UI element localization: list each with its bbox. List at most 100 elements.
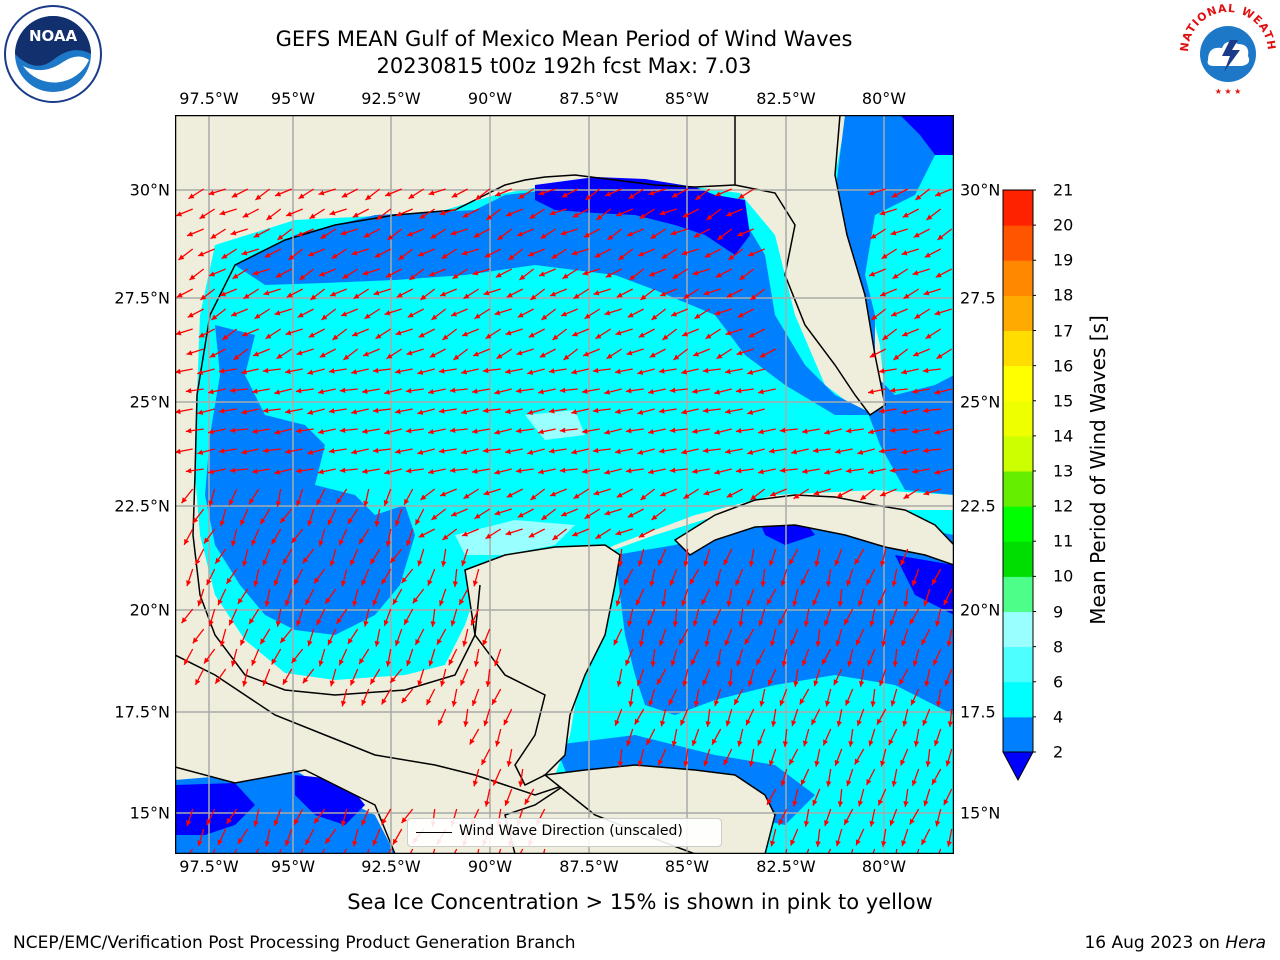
wind-arrow	[681, 248, 699, 256]
wind-arrow	[427, 428, 446, 435]
wind-arrow	[347, 508, 359, 525]
wind-arrow	[405, 388, 424, 394]
wind-arrow	[573, 288, 590, 300]
wind-arrow	[683, 548, 689, 567]
wind-arrow	[702, 668, 711, 686]
wind-arrow	[626, 728, 634, 747]
wind-arrow	[661, 248, 678, 260]
wind-arrow	[515, 388, 534, 394]
wind-arrow	[248, 488, 260, 505]
legend-label: Wind Wave Direction (unscaled)	[459, 823, 683, 839]
wind-arrow	[266, 208, 282, 221]
wind-arrow	[947, 708, 954, 727]
wind-arrow	[833, 668, 843, 686]
wind-arrow	[428, 268, 446, 277]
wind-arrow	[192, 508, 205, 524]
wind-arrow	[307, 628, 315, 647]
wind-arrow	[197, 828, 205, 847]
wind-arrow	[428, 188, 446, 196]
wind-arrow	[508, 248, 524, 261]
wind-arrow	[453, 848, 458, 854]
lon-tick-top: 90°W	[467, 89, 513, 108]
wind-arrow	[450, 228, 468, 236]
wind-arrow	[273, 568, 282, 587]
wind-arrow	[691, 728, 700, 747]
wind-arrow	[892, 268, 909, 280]
lat-tick-left: 30°N	[129, 180, 170, 200]
wind-arrow	[898, 668, 909, 686]
wind-arrow	[584, 508, 601, 520]
wind-arrow	[200, 288, 216, 301]
wind-arrow	[748, 328, 766, 338]
wind-arrow	[274, 188, 292, 197]
wind-arrow	[403, 608, 414, 626]
wind-arrow	[420, 288, 436, 301]
wind-arrow	[537, 428, 556, 435]
wind-arrow	[549, 208, 567, 216]
wind-arrow	[626, 348, 644, 356]
wind-arrow	[218, 408, 237, 414]
wind-arrow	[724, 448, 743, 455]
wind-arrow	[923, 788, 931, 807]
wind-arrow	[660, 708, 667, 727]
wind-arrow	[198, 328, 216, 338]
wind-arrow	[617, 548, 624, 567]
wind-arrow	[210, 228, 227, 240]
lat-tick-left: 20°N	[129, 600, 170, 620]
wind-arrow	[284, 828, 293, 847]
wind-arrow	[726, 288, 744, 298]
wind-arrow	[262, 367, 281, 374]
wind-arrow	[304, 588, 315, 606]
wind-arrow	[669, 427, 688, 434]
wind-arrow	[836, 488, 854, 498]
wind-arrow	[945, 748, 953, 767]
wind-arrow	[618, 248, 634, 261]
wind-arrow	[291, 528, 304, 544]
wind-arrow	[241, 368, 259, 375]
wind-arrow	[736, 648, 744, 667]
wind-arrow	[733, 688, 744, 706]
wind-arrow	[430, 228, 447, 240]
wind-arrow	[265, 328, 282, 340]
footer-host: Hera	[1225, 933, 1266, 953]
wind-arrow	[704, 248, 722, 258]
wind-arrow	[232, 268, 249, 280]
wind-arrow	[788, 748, 799, 766]
wind-arrow	[648, 268, 666, 277]
wind-arrow	[363, 488, 370, 507]
wind-arrow	[352, 828, 359, 847]
wind-arrow	[682, 668, 689, 687]
wind-arrow	[484, 248, 502, 258]
wind-arrow	[559, 427, 578, 434]
wind-arrow	[317, 468, 336, 475]
wind-arrow	[295, 428, 314, 434]
wind-arrow	[279, 628, 293, 644]
wind-arrow	[541, 508, 557, 521]
wind-arrow	[735, 388, 754, 394]
wind-arrow	[860, 488, 876, 501]
map-frame	[175, 115, 954, 854]
wind-arrow	[924, 668, 931, 687]
wind-arrow	[934, 308, 952, 316]
wind-arrow	[585, 188, 601, 201]
wind-arrow	[188, 188, 205, 200]
wind-arrow	[237, 828, 249, 845]
wind-arrow	[219, 508, 227, 527]
wind-arrow	[254, 848, 260, 854]
colorbar-tick-label: 9	[1053, 602, 1064, 621]
wind-arrow	[291, 648, 304, 664]
wind-arrow	[340, 568, 348, 587]
wind-arrow	[439, 588, 447, 607]
wind-arrow	[518, 188, 535, 200]
wind-arrow	[870, 228, 887, 240]
colorbar-tick-label: 13	[1053, 461, 1074, 481]
wind-arrow	[812, 788, 821, 806]
wind-arrow	[284, 448, 303, 455]
wind-arrow	[472, 568, 480, 587]
wind-arrow	[626, 228, 644, 237]
wind-arrow	[336, 608, 348, 625]
wind-arrow	[472, 348, 490, 357]
wind-arrow	[418, 528, 436, 538]
wind-arrow	[792, 588, 799, 607]
wind-arrow	[867, 428, 886, 435]
